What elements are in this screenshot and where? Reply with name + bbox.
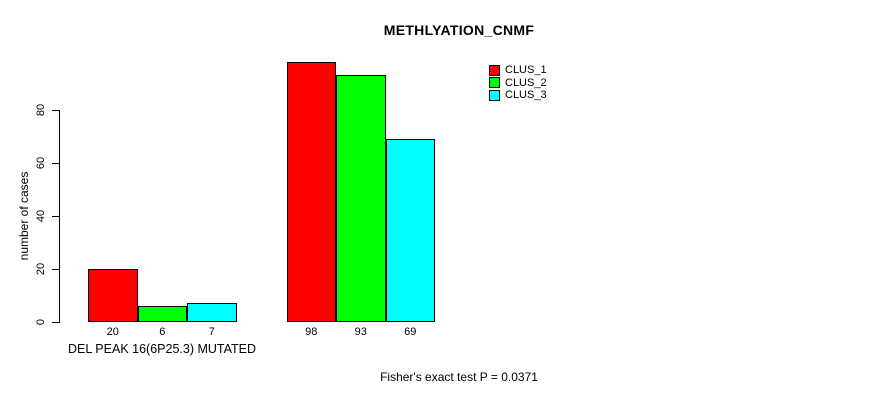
y-axis-label: number of cases: [17, 171, 31, 261]
bar-value-label: 6: [159, 326, 166, 338]
y-tick-label: 20: [35, 262, 47, 276]
bar-clus_3-group2: [385, 139, 435, 322]
bar-clus_2-group2: [336, 75, 386, 322]
bar-value-label: 98: [305, 326, 318, 338]
footnote-text: Fisher's exact test P = 0.0371: [380, 370, 538, 384]
legend-swatch-clus_1: [489, 64, 500, 76]
legend-label: CLUS_3: [505, 89, 547, 101]
y-axis-tick: [52, 109, 59, 111]
y-tick-label: 60: [35, 156, 47, 169]
y-axis-tick: [52, 162, 59, 164]
y-tick-label: 40: [35, 209, 47, 222]
y-axis-tick: [52, 215, 59, 217]
legend-item: CLUS_3: [489, 89, 547, 102]
bar-clus_1-group1: [88, 269, 138, 322]
x-axis-label: DEL PEAK 16(6P25.3) MUTATED: [67, 342, 257, 356]
legend-label: CLUS_1: [505, 64, 547, 76]
chart-title: METHLYATION_CNMF: [383, 22, 535, 38]
y-axis-line: [59, 109, 60, 323]
legend-swatch-clus_2: [489, 77, 500, 89]
legend-swatch-clus_3: [489, 89, 500, 101]
bar-clus_2-group1: [137, 306, 187, 322]
bar-clus_3-group1: [187, 303, 237, 322]
y-axis-tick: [52, 322, 59, 323]
bar-value-label: 93: [354, 326, 367, 338]
bar-value-label: 69: [404, 326, 417, 338]
bar-clus_1-group2: [286, 62, 336, 322]
legend-item: CLUS_1: [489, 64, 547, 77]
y-axis-tick: [52, 268, 59, 270]
legend-item: CLUS_2: [489, 77, 547, 90]
bar-value-label: 20: [106, 326, 119, 338]
y-tick-label: 0: [35, 318, 47, 326]
legend: CLUS_1 CLUS_2 CLUS_3: [489, 64, 547, 102]
legend-label: CLUS_2: [505, 76, 547, 89]
y-tick-label: 80: [35, 103, 47, 116]
bar-value-label: 7: [208, 326, 215, 338]
